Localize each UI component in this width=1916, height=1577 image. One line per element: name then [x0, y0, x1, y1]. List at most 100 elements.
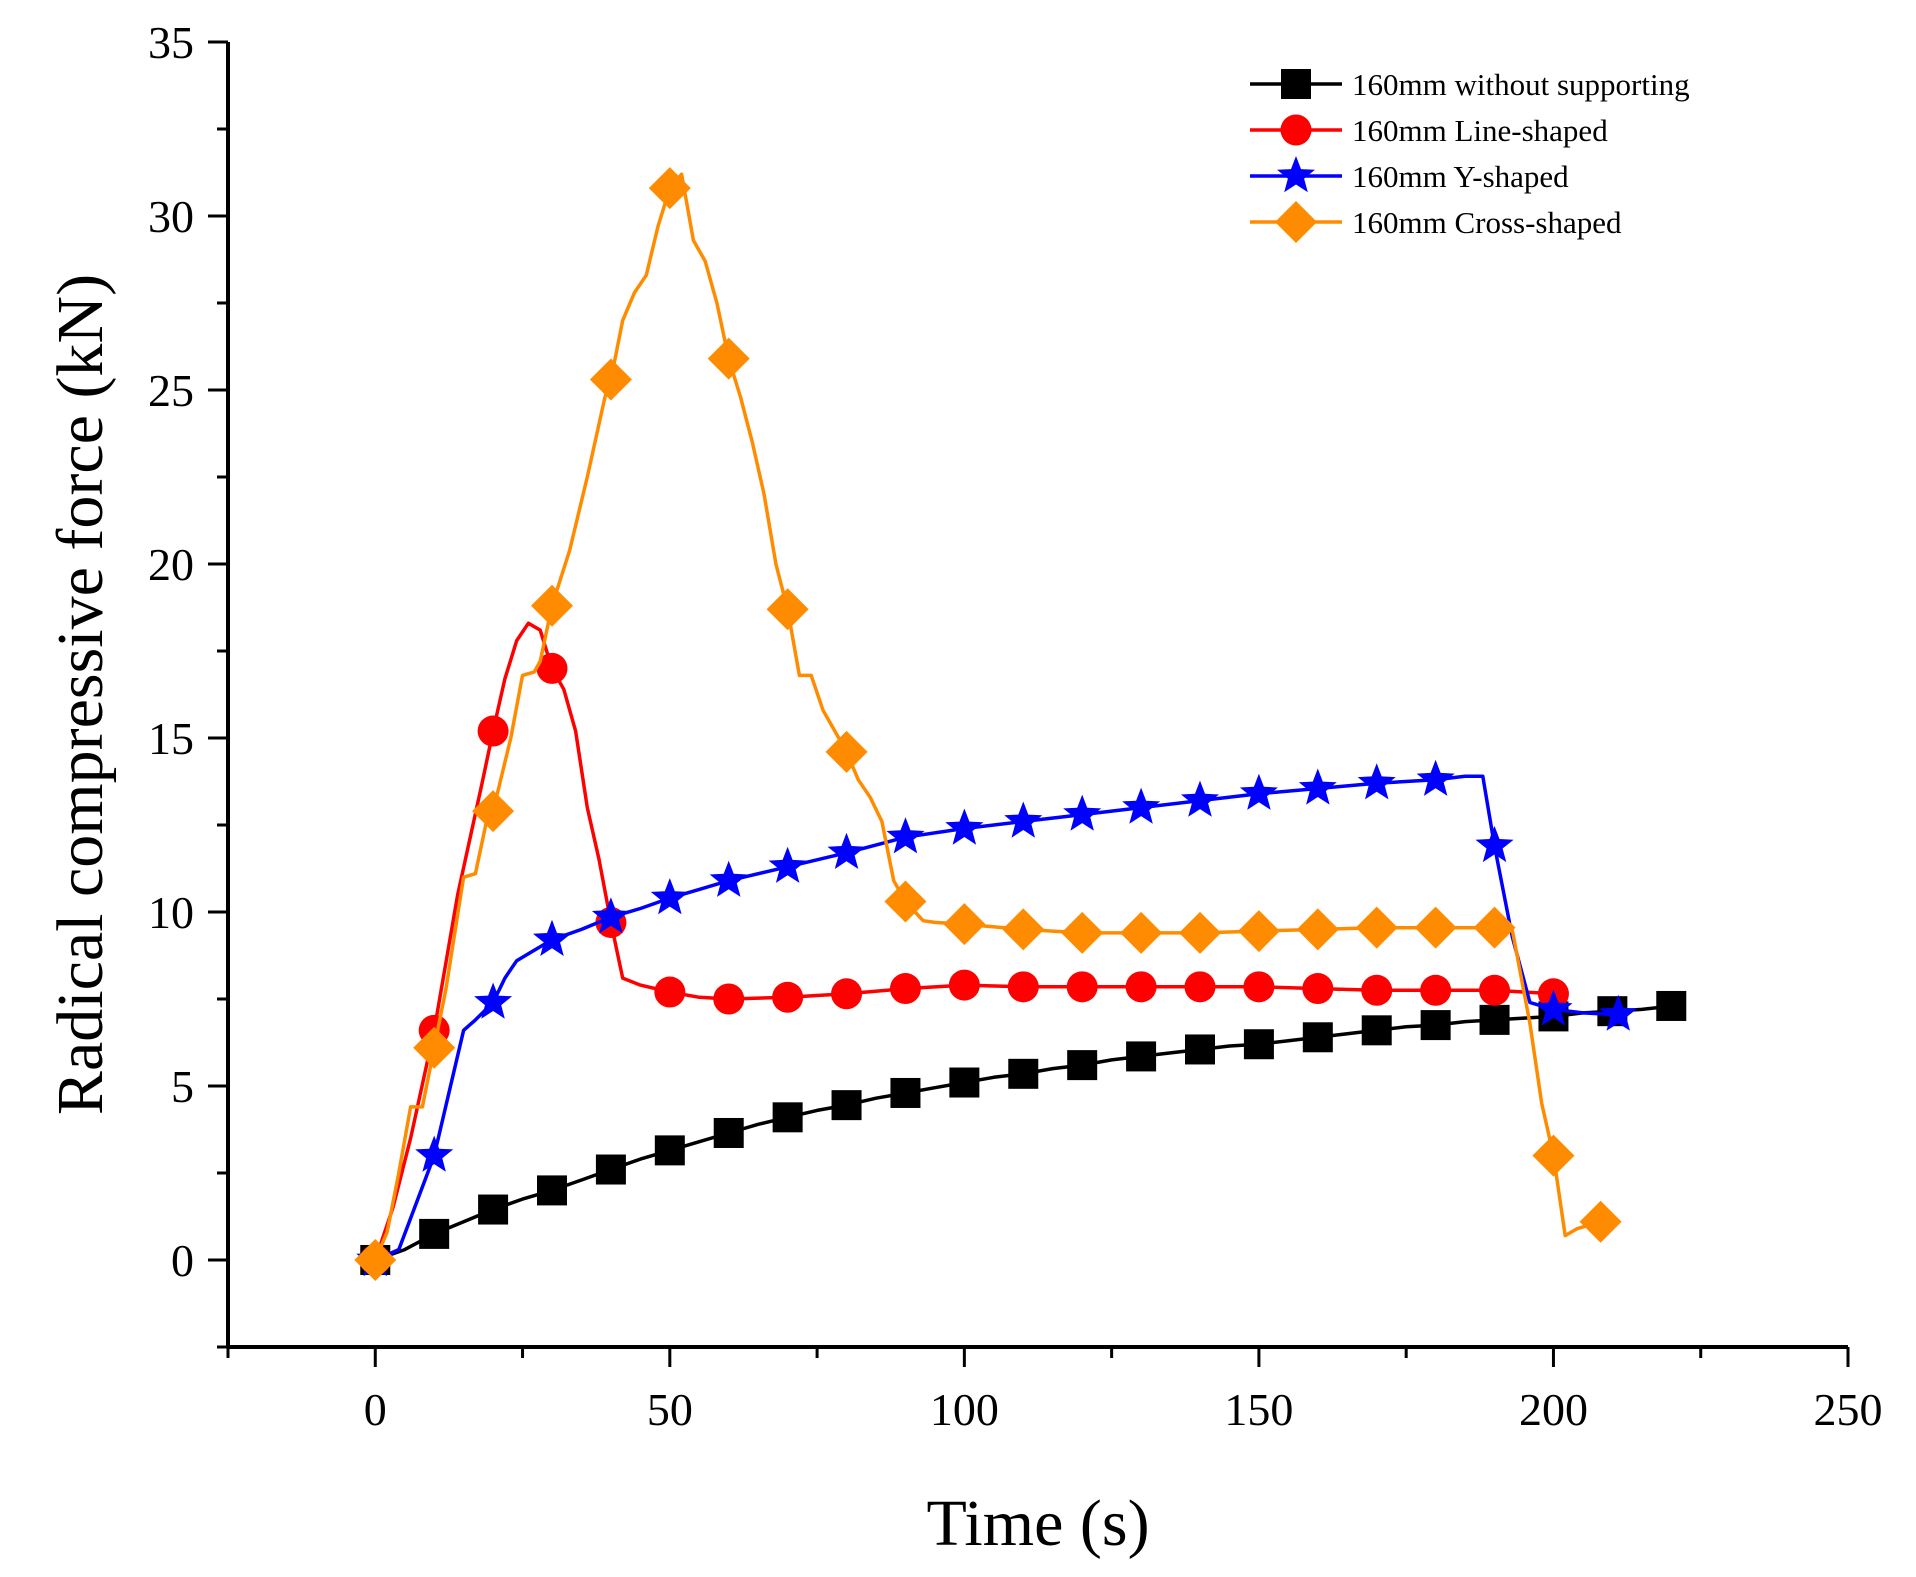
- y-tick-label: 20: [148, 539, 194, 590]
- data-point-160mm-cross-shaped: [1414, 906, 1457, 949]
- data-point-160mm-y-shaped: [1239, 773, 1278, 810]
- data-point-160mm-y-shaped: [1599, 994, 1638, 1031]
- legend-item-160mm-without-supporting: 160mm without supporting: [1250, 67, 1690, 102]
- legend-marker-diamond-icon: [1275, 201, 1317, 243]
- data-point-160mm-cross-shaped: [648, 167, 691, 210]
- data-point-160mm-line-shaped: [1302, 973, 1334, 1005]
- legend-marker-star-icon: [1277, 156, 1315, 193]
- series-line-160mm-without-supporting: [374, 1004, 1672, 1262]
- x-tick-label: 200: [1519, 1384, 1588, 1435]
- data-point-160mm-without-supporting: [419, 1218, 450, 1249]
- data-point-160mm-line-shaped: [536, 652, 568, 684]
- data-point-160mm-cross-shaped: [1473, 906, 1516, 949]
- data-point-160mm-y-shaped: [591, 897, 630, 934]
- data-point-160mm-cross-shaped: [825, 730, 868, 773]
- data-point-160mm-without-supporting: [1656, 990, 1687, 1021]
- axes: 0 5 10 15 20 25 30 35 0 50 100 150 200 250: [148, 17, 1883, 1435]
- data-point-160mm-y-shaped: [1534, 989, 1573, 1026]
- data-point-160mm-without-supporting: [1361, 1015, 1392, 1046]
- series-160mm-y-shaped: [356, 759, 1638, 1277]
- data-point-160mm-line-shaped: [1125, 971, 1157, 1003]
- data-point-160mm-y-shaped: [827, 832, 866, 869]
- x-tick-label: 0: [364, 1384, 387, 1435]
- data-point-160mm-without-supporting: [949, 1067, 980, 1098]
- data-point-160mm-cross-shaped: [1532, 1134, 1575, 1177]
- x-tick-label: 150: [1224, 1384, 1293, 1435]
- data-point-160mm-line-shaped: [477, 715, 509, 747]
- data-point-160mm-without-supporting: [890, 1077, 921, 1108]
- data-point-160mm-cross-shaped: [354, 1239, 397, 1281]
- data-point-160mm-without-supporting: [654, 1135, 685, 1166]
- data-point-160mm-cross-shaped: [707, 337, 750, 380]
- y-tick-label: 15: [148, 713, 194, 764]
- data-point-160mm-line-shaped: [1066, 971, 1098, 1003]
- data-point-160mm-line-shaped: [948, 969, 980, 1001]
- data-point-160mm-y-shaped: [474, 982, 513, 1019]
- legend-label: 160mm Y-shaped: [1352, 159, 1569, 194]
- data-point-160mm-line-shaped: [831, 978, 863, 1010]
- y-ticks: 0 5 10 15 20 25 30 35: [148, 17, 228, 1349]
- data-point-160mm-without-supporting: [1185, 1034, 1215, 1065]
- data-point-160mm-y-shaped: [1063, 794, 1102, 831]
- data-point-160mm-without-supporting: [1479, 1004, 1510, 1035]
- data-point-160mm-without-supporting: [1420, 1010, 1451, 1041]
- data-point-160mm-cross-shaped: [472, 790, 515, 833]
- data-point-160mm-cross-shaped: [1120, 911, 1163, 954]
- data-point-160mm-cross-shaped: [766, 588, 809, 631]
- data-point-160mm-without-supporting: [537, 1175, 567, 1206]
- data-point-160mm-line-shaped: [654, 976, 686, 1008]
- legend-item-160mm-line-shaped: 160mm Line-shaped: [1250, 113, 1608, 148]
- data-point-160mm-line-shaped: [889, 973, 921, 1005]
- data-point-160mm-cross-shaped: [589, 358, 632, 401]
- data-point-160mm-without-supporting: [1008, 1058, 1039, 1089]
- y-axis-title: Radical compressive force (kN): [44, 274, 117, 1115]
- y-tick-label: 35: [148, 17, 194, 68]
- series-160mm-without-supporting: [360, 990, 1687, 1275]
- data-point-160mm-without-supporting: [713, 1117, 744, 1148]
- data-point-160mm-without-supporting: [1243, 1029, 1274, 1060]
- data-point-160mm-cross-shaped: [1002, 908, 1045, 951]
- x-axis-title: Time (s): [926, 1487, 1149, 1560]
- data-point-160mm-cross-shaped: [943, 903, 986, 946]
- data-point-160mm-without-supporting: [1126, 1041, 1157, 1072]
- data-point-160mm-y-shaped: [415, 1135, 454, 1172]
- data-point-160mm-cross-shaped: [531, 584, 573, 627]
- data-point-160mm-y-shaped: [1004, 801, 1043, 838]
- y-tick-label: 30: [148, 191, 194, 242]
- legend-item-160mm-y-shaped: 160mm Y-shaped: [1250, 156, 1569, 194]
- data-point-160mm-cross-shaped: [1355, 906, 1398, 949]
- data-point-160mm-y-shaped: [709, 860, 748, 897]
- legend-label: 160mm without supporting: [1352, 67, 1690, 102]
- series-line-160mm-y-shaped: [374, 774, 1619, 1262]
- data-point-160mm-cross-shaped: [1237, 910, 1280, 953]
- data-point-160mm-y-shaped: [886, 817, 925, 854]
- y-tick-label: 5: [171, 1061, 194, 1112]
- data-point-160mm-y-shaped: [945, 808, 984, 845]
- data-point-160mm-line-shaped: [1243, 971, 1275, 1003]
- data-point-160mm-cross-shaped: [1579, 1200, 1622, 1243]
- data-point-160mm-line-shaped: [1420, 974, 1452, 1006]
- data-point-160mm-line-shaped: [1184, 971, 1216, 1003]
- series-layer: [354, 167, 1687, 1281]
- legend-marker-square-icon: [1281, 69, 1311, 99]
- data-point-160mm-y-shaped: [1357, 763, 1396, 800]
- x-tick-label: 250: [1814, 1384, 1883, 1435]
- legend-label: 160mm Line-shaped: [1352, 113, 1608, 148]
- data-point-160mm-y-shaped: [768, 846, 807, 883]
- data-point-160mm-y-shaped: [533, 919, 571, 956]
- data-point-160mm-without-supporting: [1302, 1022, 1333, 1053]
- data-point-160mm-cross-shaped: [1179, 911, 1221, 954]
- series-160mm-cross-shaped: [354, 167, 1622, 1281]
- data-point-160mm-without-supporting: [1067, 1050, 1098, 1081]
- series-line-160mm-cross-shaped: [373, 172, 1602, 1261]
- data-point-160mm-y-shaped: [650, 878, 689, 915]
- data-point-160mm-y-shaped: [1475, 825, 1514, 863]
- y-tick-label: 10: [148, 887, 194, 938]
- data-point-160mm-without-supporting: [595, 1154, 626, 1185]
- legend-marker-circle-icon: [1280, 114, 1312, 146]
- x-tick-label: 100: [930, 1384, 999, 1435]
- y-tick-label: 25: [148, 365, 194, 416]
- data-point-160mm-line-shaped: [772, 981, 804, 1013]
- data-point-160mm-line-shaped: [1479, 974, 1511, 1006]
